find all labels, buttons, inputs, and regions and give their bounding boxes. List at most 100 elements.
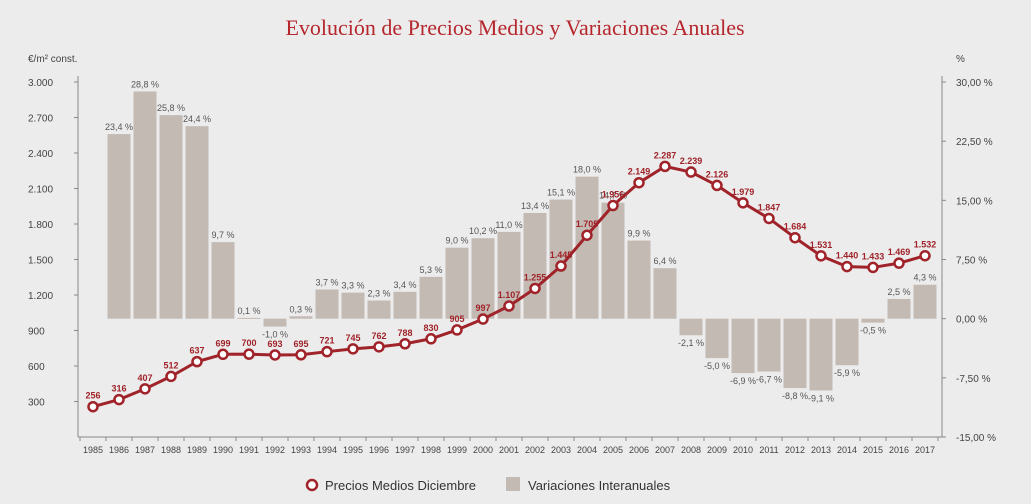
x-tick-label: 1991 — [239, 445, 259, 455]
left-tick-label: 1.800 — [28, 220, 53, 231]
line-point — [321, 345, 333, 358]
line-data-label: 1.469 — [888, 247, 911, 257]
bar — [185, 126, 209, 319]
line-data-label: 695 — [293, 339, 308, 349]
bar-data-label: 6,4 % — [653, 256, 676, 266]
bar — [601, 202, 625, 319]
line-data-label: 1.705 — [576, 219, 599, 229]
line-data-label: 1.440 — [836, 251, 859, 261]
x-tick-label: 2006 — [629, 445, 649, 455]
legend-item-prices: Precios Medios Diciembre — [325, 478, 476, 493]
bar — [133, 91, 157, 319]
line-point — [503, 300, 515, 312]
line-data-label: 2.149 — [628, 167, 651, 177]
bar-data-label: 5,3 % — [419, 265, 442, 275]
line-point — [815, 250, 827, 262]
line-point — [425, 333, 437, 345]
line-data-label: 637 — [189, 346, 204, 356]
line-data-label: 693 — [267, 339, 282, 349]
line-point — [737, 197, 749, 209]
line-data-label: 997 — [475, 303, 490, 313]
chart-title: Evolución de Precios Medios y Variacione… — [285, 15, 744, 40]
bar-data-label: -5,0 % — [704, 361, 730, 371]
bar — [523, 212, 547, 319]
bar — [757, 318, 781, 372]
x-tick-label: 1995 — [343, 445, 363, 455]
bar-data-label: 2,3 % — [367, 289, 390, 299]
line-point — [295, 349, 307, 361]
right-axis-unit: % — [956, 54, 965, 65]
line-point — [711, 179, 723, 192]
bar-data-label: -1,0 % — [262, 330, 288, 340]
bar — [497, 231, 521, 319]
line-data-label: 745 — [345, 333, 360, 343]
line-point — [399, 338, 411, 350]
line-point — [893, 257, 905, 269]
x-tick-label: 2000 — [473, 445, 493, 455]
line-point — [581, 229, 593, 241]
bar — [341, 292, 365, 319]
bar-data-label: 25,8 % — [157, 103, 185, 113]
bar-data-label: -6,9 % — [730, 376, 756, 386]
left-axis-unit: €/m² const. — [28, 54, 77, 65]
line-data-label: 905 — [449, 314, 464, 324]
line-series: 256 316 407 512 637 699 700 693 695 721 745 762 788 8… — [85, 150, 936, 413]
line-data-label: 2.239 — [680, 156, 703, 166]
bar-data-label: 3,7 % — [315, 277, 338, 287]
line-data-label: 1.847 — [758, 202, 781, 212]
bar — [783, 318, 807, 389]
bar — [471, 238, 495, 319]
x-tick-label: 2004 — [577, 445, 597, 455]
x-tick-label: 1988 — [161, 445, 181, 455]
line-data-label: 1.956 — [602, 190, 625, 200]
line-point — [919, 249, 931, 262]
bar — [211, 242, 235, 319]
bar-data-label: -6,7 % — [756, 375, 782, 385]
line-point — [607, 199, 619, 212]
bar-data-label: 14,7 % — [599, 191, 627, 201]
line-data-label: 2.287 — [654, 150, 677, 160]
x-tick-label: 2010 — [733, 445, 753, 455]
bar-data-label: 0,3 % — [289, 304, 312, 314]
left-tick-label: 2.700 — [28, 114, 53, 125]
bar — [237, 317, 261, 319]
line-data-label: 512 — [163, 360, 178, 370]
bar — [367, 300, 391, 319]
bar — [679, 318, 703, 336]
line-data-label: 316 — [111, 384, 126, 394]
right-tick-label: 0,00 % — [956, 315, 987, 326]
x-tick-label: 2007 — [655, 445, 675, 455]
line-point — [373, 341, 385, 353]
x-tick-label: 2015 — [863, 445, 883, 455]
x-tick-label: 1996 — [369, 445, 389, 455]
x-tick-label: 2001 — [499, 445, 519, 455]
right-tick-label: 30,00 % — [956, 78, 993, 89]
bar-data-label: 3,4 % — [393, 280, 416, 290]
bar — [159, 115, 183, 319]
right-tick-label: 7,50 % — [956, 256, 987, 267]
line-data-label: 700 — [241, 338, 256, 348]
bar — [289, 316, 313, 319]
bar-data-label: -2,1 % — [678, 338, 704, 348]
left-tick-label: 1.500 — [28, 256, 53, 267]
line-point — [347, 343, 359, 355]
bar-data-label: 24,4 % — [183, 114, 211, 124]
legend: Precios Medios Diciembre Variaciones Int… — [305, 477, 671, 493]
line-data-label: 830 — [423, 323, 438, 333]
x-tick-label: 1993 — [291, 445, 311, 455]
x-tick-label: 1985 — [83, 445, 103, 455]
line-point — [217, 348, 229, 361]
bar — [809, 318, 833, 391]
bar — [549, 199, 573, 319]
bar-data-label: 4,3 % — [913, 273, 936, 283]
bar — [393, 291, 417, 319]
line-data-label: 788 — [397, 328, 412, 338]
left-tick-label: 300 — [28, 398, 45, 409]
bar-data-label: -5,9 % — [834, 368, 860, 378]
bar-data-label: 13,4 % — [521, 201, 549, 211]
x-tick-label: 2008 — [681, 445, 701, 455]
line-data-label: 1.433 — [862, 251, 885, 261]
x-tick-label: 2009 — [707, 445, 727, 455]
right-tick-label: 15,00 % — [956, 196, 993, 207]
